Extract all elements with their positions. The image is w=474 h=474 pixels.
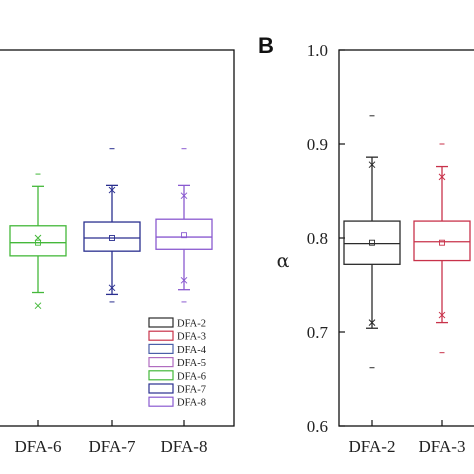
outlier-x-marker — [180, 192, 188, 200]
outlier-x-marker — [34, 234, 42, 242]
mean-marker — [35, 239, 41, 246]
mean-marker — [181, 232, 187, 239]
outlier-x-marker — [34, 302, 42, 310]
panel-a-legend: DFA-2 DFA-3 DFA-4 DFA-5 DFA-6 DFA-7 DFA-8 — [148, 317, 207, 409]
box-DFA-8 — [155, 148, 213, 303]
legend-swatch — [148, 330, 174, 341]
panel-b-plot-frame — [338, 49, 474, 427]
legend-label: DFA-6 — [177, 371, 206, 382]
legend-label: DFA-5 — [177, 358, 206, 369]
outlier-x-marker — [180, 276, 188, 284]
panel-b-category-labels: DFA-2 DFA-3 — [349, 420, 466, 456]
outlier-x-marker — [108, 186, 116, 194]
legend-swatch — [148, 383, 174, 394]
y-tick-label: 0.6 — [307, 417, 328, 436]
legend-label: DFA-3 — [177, 332, 206, 343]
box-DFA-7 — [83, 148, 141, 303]
outlier-x-marker — [368, 161, 376, 169]
legend-swatch — [148, 396, 174, 407]
panel-a-category-labels: DFA-6 DFA-7 DFA-8 — [15, 420, 208, 456]
panel-b-letter: B — [258, 33, 274, 58]
box-iqr — [155, 218, 213, 250]
legend-label: DFA-8 — [177, 398, 206, 409]
box-DFA-3 — [413, 143, 471, 354]
panel-a: DFA-6 DFA-7 DFA-8 DFA-2DFA-3DFA-4DFA-5DFA-… — [0, 49, 235, 456]
mean-marker — [369, 239, 375, 246]
legend-swatch — [148, 357, 174, 368]
outlier-x-marker — [438, 311, 446, 319]
box-iqr — [343, 220, 401, 265]
outlier-x-marker — [368, 319, 376, 326]
legend-label: DFA-4 — [177, 345, 207, 356]
legend-swatch — [148, 370, 174, 381]
category-label: DFA-7 — [89, 437, 136, 456]
mean-marker — [439, 239, 445, 246]
legend-label: DFA-7 — [177, 385, 206, 396]
panel-b-boxes — [343, 115, 471, 369]
outlier-x-marker — [108, 284, 116, 292]
category-label: DFA-6 — [15, 437, 62, 456]
category-label: DFA-3 — [419, 437, 466, 456]
box-iqr — [83, 221, 141, 252]
y-tick-label: 1.0 — [307, 41, 328, 60]
panel-b-y-axis-title: α — [277, 250, 290, 272]
outlier-x-marker — [438, 173, 446, 181]
panel-a-boxes — [9, 148, 213, 310]
y-tick-label: 0.8 — [307, 229, 328, 248]
y-tick-label: 0.7 — [307, 323, 329, 342]
box-iqr — [413, 220, 471, 262]
box-iqr — [9, 225, 67, 257]
legend-swatch — [148, 317, 174, 328]
category-label: DFA-2 — [349, 437, 396, 456]
box-DFA-2 — [343, 115, 401, 369]
legend-swatch — [148, 343, 174, 354]
mean-marker — [109, 235, 115, 241]
box-DFA-6 — [9, 173, 67, 310]
category-label: DFA-8 — [161, 437, 208, 456]
panel-b-y-ticks: 0.6 0.7 0.8 0.9 1.0 — [307, 41, 345, 436]
panel-b: B α 0.6 0.7 0.8 0.9 1.0 DFA-2 DFA-3 — [258, 33, 474, 456]
legend-label: DFA-2 — [177, 319, 206, 330]
panel-a-plot-frame — [0, 49, 235, 427]
y-tick-label: 0.9 — [307, 135, 328, 154]
